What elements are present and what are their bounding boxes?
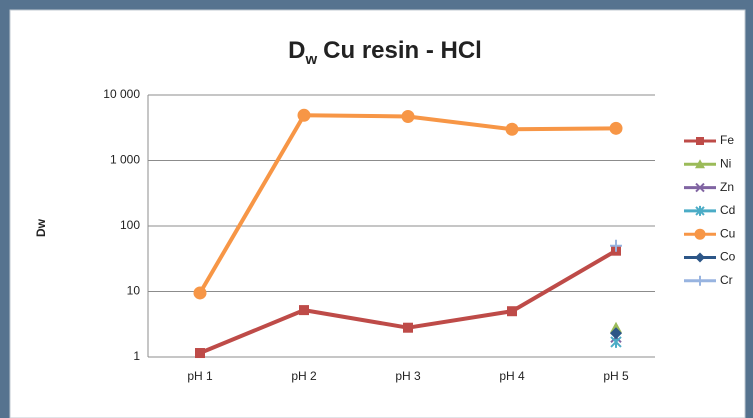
y-tick-label: 10 000 (103, 87, 140, 101)
x-tick-label: pH 5 (603, 369, 629, 383)
legend-marker (695, 182, 705, 193)
marker (195, 348, 205, 359)
marker (403, 322, 413, 333)
marker (193, 286, 207, 300)
legend-marker (694, 228, 706, 240)
x-tick-label: pH 3 (395, 369, 421, 383)
marker (507, 306, 517, 317)
marker (299, 305, 309, 316)
legend-label: Ni (720, 156, 731, 170)
x-tick-label: pH 1 (187, 369, 213, 383)
chart-panel (9, 9, 746, 418)
y-tick-label: 1 (133, 349, 140, 363)
y-tick-label: 100 (120, 218, 140, 232)
legend-marker (695, 252, 705, 263)
legend-marker (695, 275, 705, 286)
legend-label: Cd (720, 203, 735, 217)
chart-title: Dw Cu resin - HCl (288, 37, 482, 68)
marker (609, 121, 623, 135)
legend-label: Cu (720, 226, 735, 240)
marker (401, 109, 415, 123)
legend-label: Co (720, 250, 736, 264)
legend-marker (695, 205, 705, 216)
legend-label: Fe (720, 133, 734, 147)
legend-marker (696, 137, 704, 145)
y-axis-label: Dw (34, 218, 48, 237)
y-tick-label: 1 000 (110, 153, 140, 167)
y-tick-label: 10 (127, 284, 141, 298)
marker (505, 122, 519, 136)
x-tick-label: pH 4 (499, 369, 525, 383)
x-tick-label: pH 2 (291, 369, 317, 383)
legend-label: Cr (720, 273, 733, 287)
marker (610, 327, 622, 340)
legend-label: Zn (720, 180, 734, 194)
legend-marker (695, 159, 705, 169)
marker (610, 239, 622, 252)
marker (610, 321, 622, 333)
marker (297, 108, 311, 122)
